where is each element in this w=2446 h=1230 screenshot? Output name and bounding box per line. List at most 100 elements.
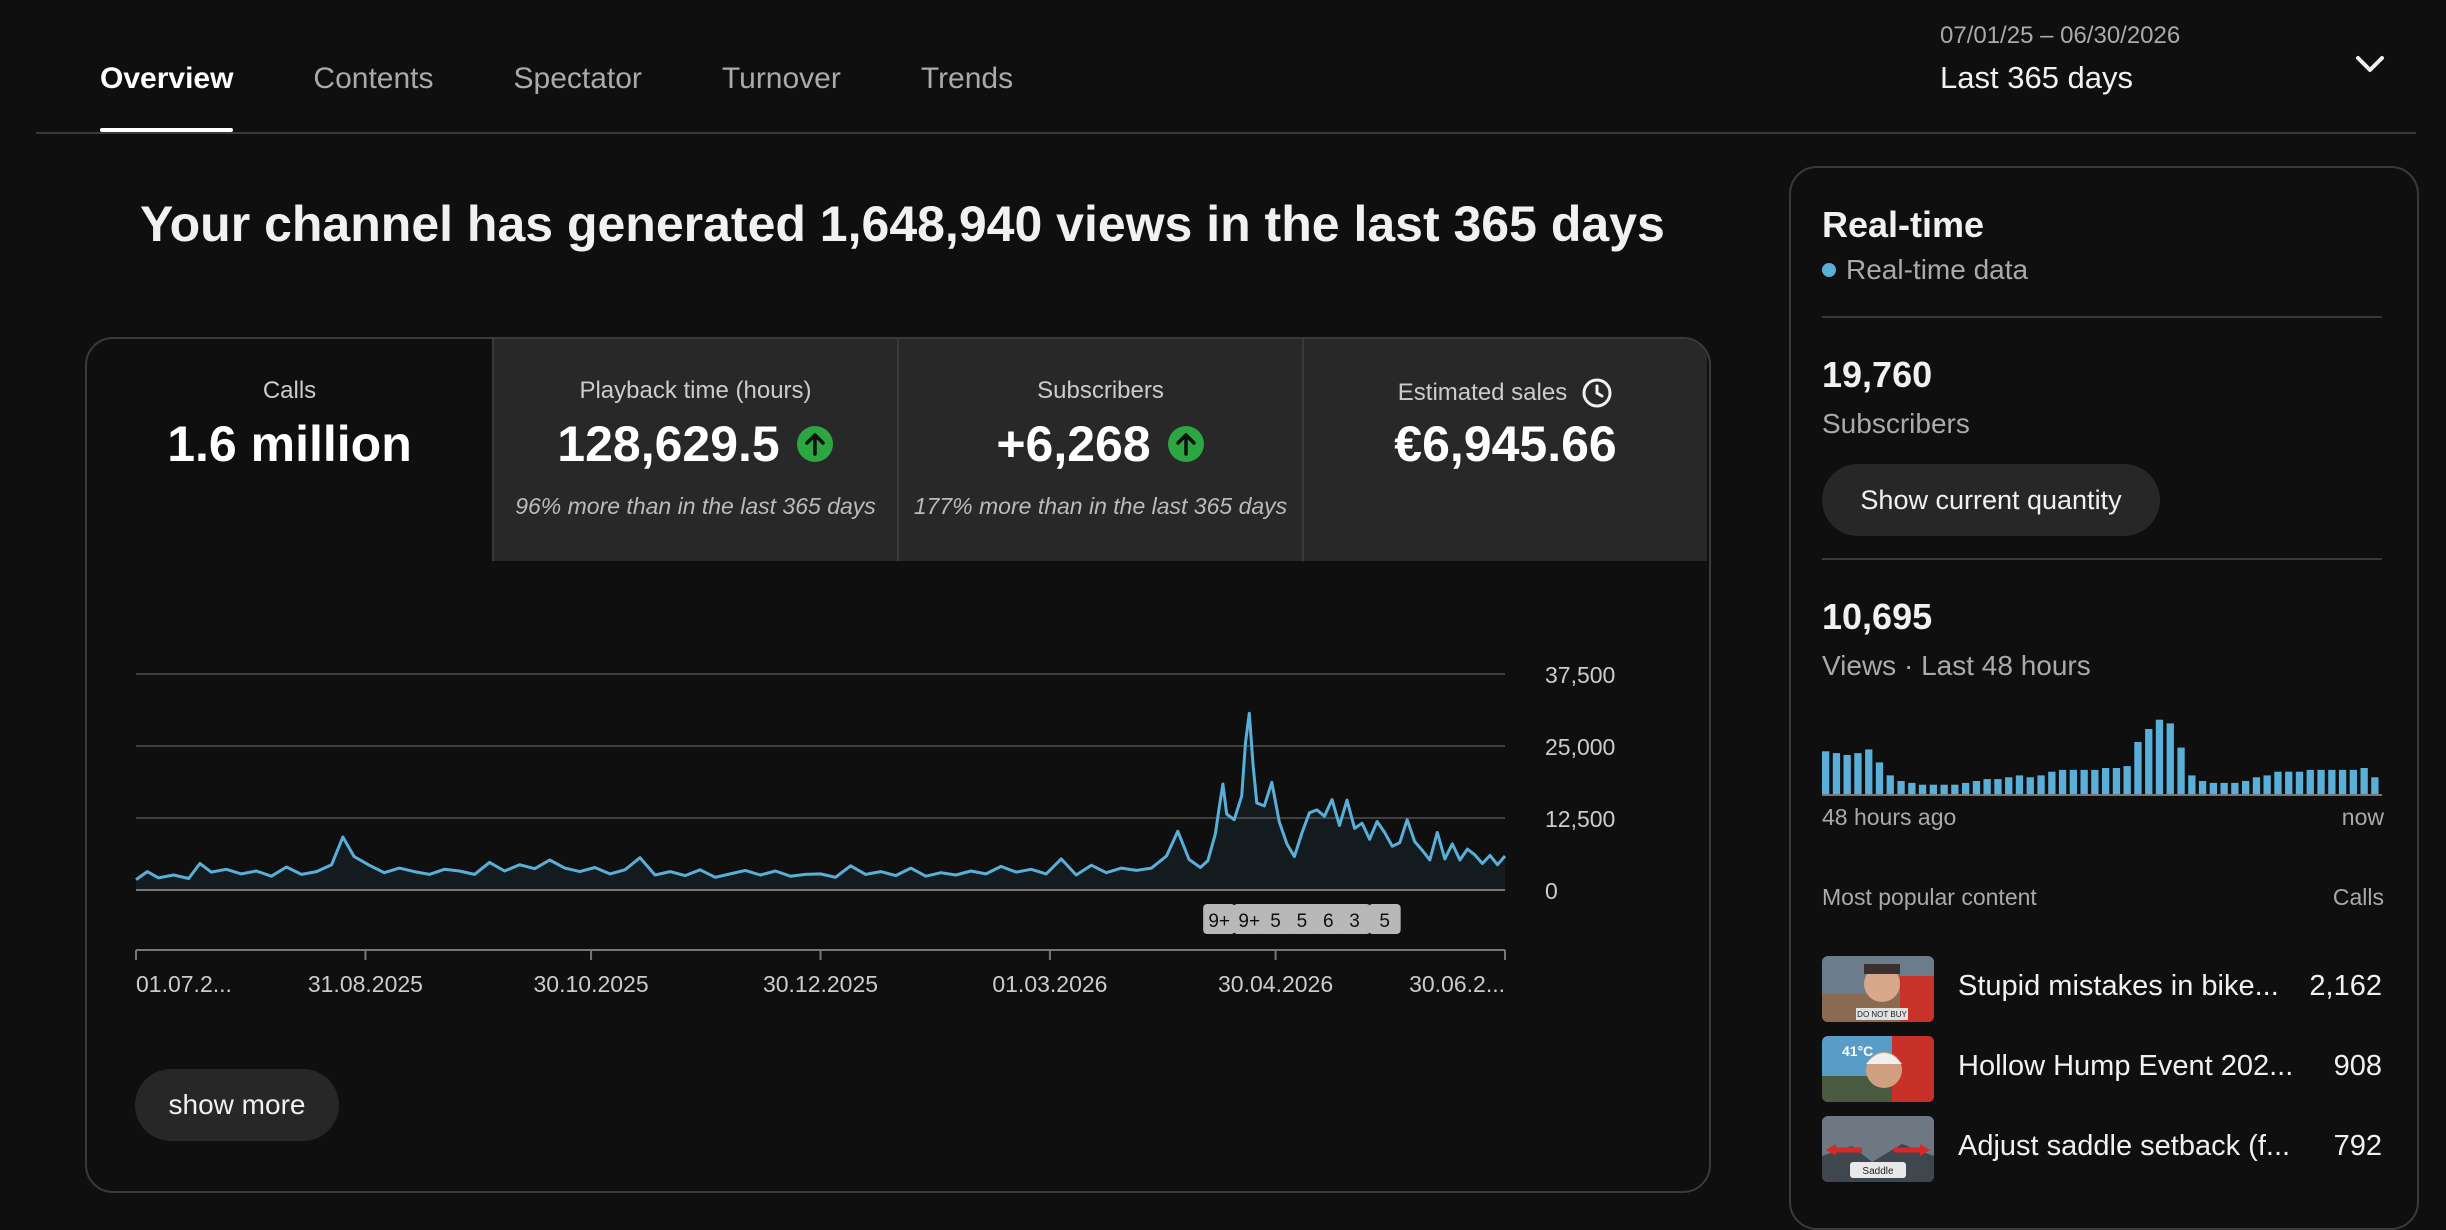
popular-content-calls: 792 [2333, 1130, 2382, 1162]
realtime-subscribers-value: 19,760 [1822, 354, 1933, 395]
upload-badge-label: 5 [1297, 911, 1308, 932]
realtime-bar [2112, 768, 2121, 794]
upload-badge [1259, 904, 1292, 934]
popular-content-item[interactable]: 41°C Hollow Hump Event 202... 908 [1822, 1036, 2382, 1102]
arrow-up-icon [1167, 426, 1204, 462]
upload-badge [1368, 904, 1401, 934]
tab-turnover[interactable]: Turnover [721, 62, 841, 95]
realtime-bar [2145, 729, 2153, 794]
metrics-row: Calls 1.6 million Playback time (hours) … [87, 339, 1709, 561]
realtime-panel: Real-time Real-time data 19,760 Subscrib… [1789, 166, 2419, 1230]
realtime-bar [2263, 775, 2271, 794]
realtime-bar [1983, 779, 1991, 794]
popular-content-title: Adjust saddle setback (f... [1958, 1130, 2291, 1162]
metric-subscribers[interactable]: Subscribers +6,268 177% more than in the… [897, 339, 1302, 561]
upload-badge [1203, 904, 1236, 934]
date-range-selector[interactable]: 07/01/25 – 06/30/2026 Last 365 days [1940, 22, 2180, 96]
thumb-cyclist-helmet-icon: 41°C [1822, 1036, 1934, 1102]
upload-badge-label: 5 [1270, 911, 1281, 932]
metric-playback-note: 96% more than in the last 365 days [515, 493, 876, 519]
upload-badge-label: 5 [1379, 911, 1390, 932]
metric-calls-value: 1.6 million [167, 416, 412, 472]
show-more-button[interactable]: show more [135, 1069, 339, 1141]
realtime-bar [2080, 769, 2088, 794]
realtime-bar [1897, 781, 1905, 794]
series-line [135, 711, 1507, 881]
y-tick-label: 37,500 [1545, 662, 1615, 688]
realtime-bar [2026, 777, 2034, 794]
date-range-dates: 07/01/25 – 06/30/2026 [1940, 22, 2181, 49]
tabs-divider [36, 132, 2416, 134]
analytics-tabs: Overview Contents Spectator Turnover Tre… [100, 62, 1093, 132]
realtime-bar [2198, 781, 2207, 794]
realtime-title: Real-time [1822, 204, 1985, 245]
realtime-bar [1994, 779, 2002, 794]
realtime-bar [2220, 782, 2228, 794]
metric-subscribers-label: Subscribers [1037, 377, 1164, 404]
realtime-views-value: 10,695 [1822, 596, 1933, 637]
metric-calls-label: Calls [262, 377, 317, 404]
realtime-bar [2091, 769, 2099, 794]
thumb-text: DO NOT BUY [1857, 1010, 1907, 1019]
realtime-bar [1843, 755, 1851, 794]
show-current-quantity-button[interactable]: Show current quantity [1822, 464, 2160, 536]
popular-content-item[interactable]: Saddle Adjust saddle setback (f... 792 [1822, 1116, 2382, 1182]
realtime-bar [1972, 781, 1981, 794]
realtime-bar [2242, 781, 2250, 794]
realtime-bar [1875, 762, 1884, 794]
metric-playback-time[interactable]: Playback time (hours) 128,629.5 96% more… [492, 339, 897, 561]
upload-badge [1338, 904, 1371, 934]
date-range-label: Last 365 days [1940, 60, 2134, 95]
realtime-bar [2166, 723, 2174, 794]
x-tick-label: 31.08.2025 [308, 971, 423, 997]
realtime-bar [1929, 784, 1937, 794]
realtime-bar [1940, 784, 1948, 794]
realtime-bar [2155, 719, 2164, 794]
realtime-bar [2209, 782, 2217, 794]
realtime-bar [2123, 766, 2131, 794]
divider [1822, 316, 2382, 318]
metric-sales-label: Estimated sales [1397, 379, 1568, 406]
divider [1822, 558, 2382, 560]
y-tick-label: 25,000 [1545, 734, 1615, 760]
chevron-down-icon[interactable] [2350, 44, 2390, 84]
metric-subscribers-value: +6,268 [996, 416, 1151, 472]
thumb-text: 41°C [1842, 1043, 1873, 1059]
x-tick-label: 01.07.2... [136, 971, 232, 997]
realtime-bar [2177, 747, 2185, 794]
popular-content-item[interactable]: DO NOT BUY Stupid mistakes in bike... 2,… [1822, 956, 2382, 1022]
realtime-bar [1908, 782, 1916, 794]
realtime-bar [2295, 771, 2304, 794]
realtime-subtitle: Real-time data [1822, 254, 2028, 286]
metric-estimated-sales[interactable]: Estimated sales €6,945.66 [1302, 339, 1707, 561]
tab-overview[interactable]: Overview [100, 62, 234, 132]
realtime-bar [2037, 775, 2045, 794]
realtime-bar [1822, 751, 1830, 794]
upload-badge-label: 9+ [1208, 911, 1230, 932]
realtime-bar [2134, 742, 2142, 794]
realtime-bar [2306, 769, 2314, 794]
tab-spectator[interactable]: Spectator [513, 62, 642, 95]
realtime-views-bar-chart [1822, 719, 2382, 796]
realtime-bar [1854, 753, 1862, 794]
views-line-chart: 37,500 25,000 12,500 0 01.07.2... 31.08.2025 3… [135, 662, 1615, 997]
realtime-bar [2338, 769, 2347, 794]
thumb-cyclist-selfie-icon: DO NOT BUY [1822, 956, 1934, 1022]
popular-content-calls-header: Calls [2332, 884, 2384, 910]
bars-axis-start: 48 hours ago [1822, 804, 1957, 830]
metric-subscribers-note: 177% more than in the last 365 days [913, 493, 1288, 519]
realtime-views-label: Views · Last 48 hours [1822, 650, 2091, 681]
realtime-bar [2231, 782, 2239, 794]
tab-trends[interactable]: Trends [920, 62, 1014, 95]
realtime-subtitle-text: Real-time data [1846, 254, 2029, 285]
upload-badge-label: 9+ [1238, 911, 1260, 932]
popular-content-calls: 2,162 [2309, 970, 2382, 1002]
arrow-up-icon [796, 426, 833, 462]
upload-badge-label: 6 [1323, 911, 1334, 932]
tab-contents[interactable]: Contents [313, 62, 434, 95]
realtime-bar [1886, 775, 1894, 794]
metric-calls[interactable]: Calls 1.6 million [87, 339, 492, 561]
realtime-bar [2102, 768, 2110, 794]
realtime-bar [2005, 777, 2013, 794]
x-tick-label: 30.12.2025 [763, 971, 878, 997]
